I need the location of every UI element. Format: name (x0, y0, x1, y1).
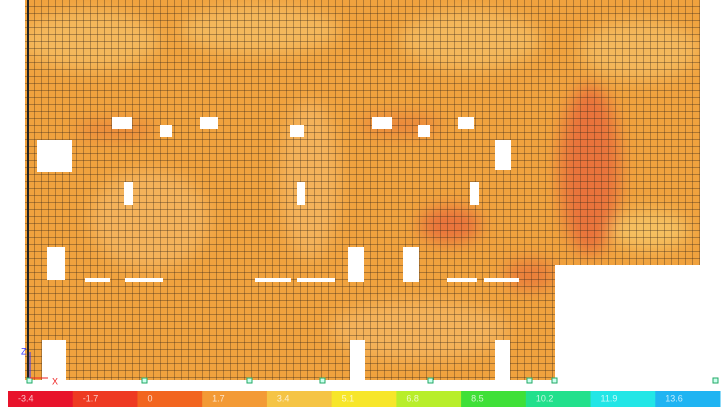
opening (42, 340, 66, 380)
opening (447, 278, 477, 282)
opening (372, 117, 392, 129)
opening (495, 140, 511, 170)
opening (124, 182, 133, 205)
opening (458, 117, 474, 129)
opening (290, 125, 304, 137)
opening (37, 140, 72, 172)
opening (297, 278, 335, 282)
opening (348, 247, 364, 282)
legend-label: -3.4 (18, 393, 34, 403)
opening (403, 247, 419, 282)
opening (125, 278, 163, 282)
contour-screen: Z X -3.4 -1.7 0 1.7 3.4 5.1 6.8 8.5 10.2 11.9 13.6 (0, 0, 726, 412)
opening (297, 182, 305, 205)
opening (470, 182, 479, 205)
legend-label: 5.1 (342, 393, 355, 403)
opening (47, 247, 65, 280)
opening (160, 125, 172, 137)
legend-label: -1.7 (83, 393, 99, 403)
opening (418, 125, 430, 137)
legend: -3.4 -1.7 0 1.7 3.4 5.1 6.8 8.5 10.2 11.9 13.6 (8, 391, 721, 407)
opening (350, 340, 365, 380)
opening (484, 278, 519, 282)
legend-label: 6.8 (406, 393, 419, 403)
axis-x-label: X (52, 376, 58, 386)
opening (85, 278, 110, 282)
opening (200, 117, 218, 129)
slab (20, 0, 700, 380)
legend-label: 0 (147, 393, 152, 403)
legend-label: 13.6 (665, 393, 683, 403)
legend-label: 10.2 (536, 393, 554, 403)
opening (255, 278, 291, 282)
opening (495, 340, 510, 380)
opening (112, 117, 132, 129)
legend-label: 3.4 (277, 393, 290, 403)
legend-label: 1.7 (212, 393, 225, 403)
legend-label: 11.9 (601, 393, 618, 403)
axis-z-label: Z (21, 346, 27, 356)
legend-label: 8.5 (471, 393, 484, 403)
